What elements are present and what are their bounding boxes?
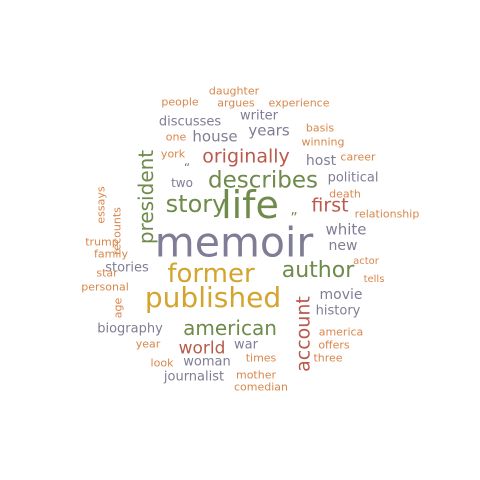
word-published: published — [144, 281, 282, 314]
word-writer: writer — [239, 108, 279, 124]
word-relationship: relationship — [354, 207, 420, 221]
word-originally: originally — [202, 145, 290, 168]
word-star: star — [96, 266, 118, 280]
word-open-quote: “ — [183, 161, 191, 175]
word-memoir: memoir — [154, 218, 314, 267]
word-trump: trump — [85, 235, 119, 249]
word-life: life — [221, 183, 279, 227]
word-house: house — [192, 127, 238, 146]
word-times: times — [245, 351, 277, 365]
word-argues: argues — [217, 96, 255, 110]
word-experience: experience — [268, 96, 330, 110]
word-biography: biography — [97, 321, 163, 337]
word-political: political — [327, 170, 379, 186]
word-woman: woman — [183, 354, 231, 370]
word-year: year — [135, 337, 161, 351]
word-mother: mother — [235, 368, 277, 382]
word-career: career — [340, 150, 376, 164]
word-president: president — [134, 149, 158, 245]
word-tells: tells — [363, 274, 385, 285]
word-journalist: journalist — [163, 369, 225, 385]
word-one: one — [165, 130, 187, 144]
word-host: host — [305, 153, 337, 169]
word-low-quote: „ — [290, 202, 298, 218]
word-american: american — [183, 316, 277, 340]
word-family: family — [94, 247, 128, 261]
word-story: story — [165, 190, 227, 218]
word-age: age — [111, 297, 125, 319]
word-offers: offers — [318, 338, 350, 352]
word-daughter: daughter — [208, 84, 260, 98]
word-white: white — [325, 220, 367, 239]
word-years: years — [248, 121, 290, 140]
word-stories: stories — [105, 260, 149, 276]
word-death: death — [329, 187, 361, 201]
word-personal: personal — [81, 280, 129, 294]
word-look: look — [150, 356, 174, 370]
word-essays: essays — [94, 186, 108, 224]
word-first: first — [311, 194, 349, 217]
word-basis: basis — [305, 121, 335, 135]
word-america: america — [318, 325, 364, 339]
word-describes: describes — [208, 167, 318, 194]
word-new: new — [328, 238, 358, 254]
word-author: author — [281, 258, 355, 283]
word-comedian: comedian — [233, 380, 289, 394]
word-actor: actor — [353, 256, 379, 267]
word-discusses: discusses — [158, 114, 222, 130]
word-former: former — [167, 259, 255, 289]
word-history: history — [315, 303, 361, 319]
word-account: account — [292, 296, 315, 372]
word-winning: winning — [301, 135, 345, 149]
word-two: two — [171, 176, 193, 190]
word-three: three — [313, 351, 343, 365]
word-people: people — [161, 95, 199, 109]
word-york: york — [160, 147, 186, 161]
word-war: war — [234, 337, 258, 353]
word-movie: movie — [319, 287, 363, 303]
word-world: world — [178, 338, 226, 359]
